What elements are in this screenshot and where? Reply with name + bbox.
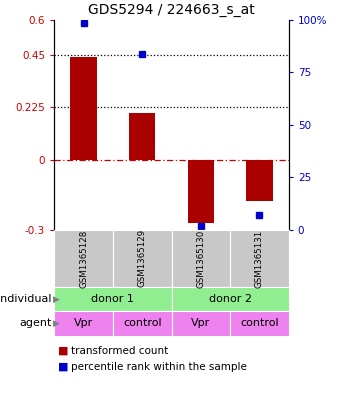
Text: ▶: ▶ [52,295,60,303]
Text: GSM1365129: GSM1365129 [138,230,147,287]
Bar [129,113,155,160]
Text: ▶: ▶ [52,319,60,328]
Text: agent: agent [19,318,52,329]
Text: Vpr: Vpr [191,318,210,329]
Text: individual: individual [0,294,52,304]
Text: GSM1365130: GSM1365130 [196,229,205,288]
Text: donor 2: donor 2 [209,294,252,304]
Text: control: control [240,318,279,329]
Text: donor 1: donor 1 [91,294,134,304]
Text: ■: ■ [58,345,68,356]
Bar [70,57,97,160]
Text: transformed count: transformed count [71,345,168,356]
Text: percentile rank within the sample: percentile rank within the sample [71,362,247,372]
Text: ■: ■ [58,362,68,372]
Title: GDS5294 / 224663_s_at: GDS5294 / 224663_s_at [88,3,255,17]
Text: GSM1365128: GSM1365128 [79,229,88,288]
Bar [246,160,273,201]
Text: GSM1365131: GSM1365131 [255,229,264,288]
Text: control: control [123,318,161,329]
Text: Vpr: Vpr [74,318,93,329]
Bar [188,160,214,223]
